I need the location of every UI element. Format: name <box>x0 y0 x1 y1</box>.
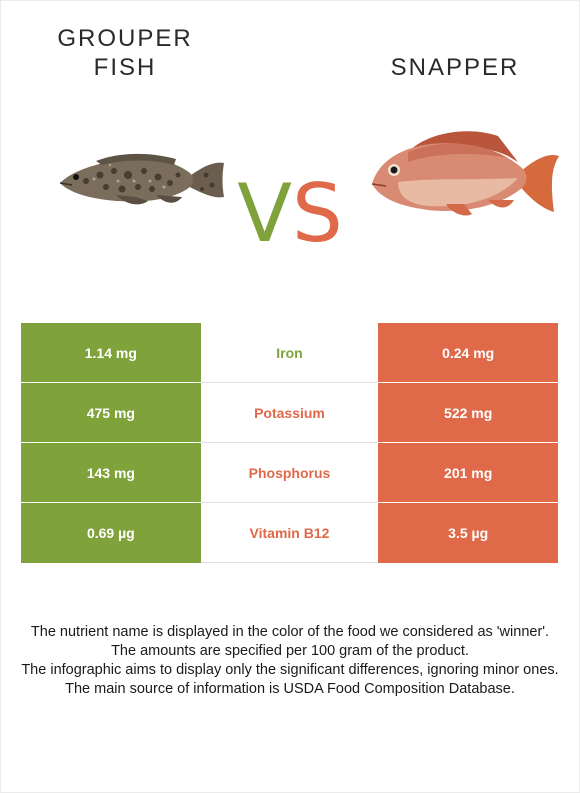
snapper-fish-image <box>371 131 559 216</box>
table-row: 143 mg Phosphorus 201 mg <box>21 442 558 503</box>
nutrient-name: Vitamin B12 <box>200 502 379 563</box>
right-value: 522 mg <box>378 382 558 443</box>
right-food-title: SNAPPER <box>390 54 520 81</box>
versus-s: S <box>291 167 343 260</box>
footnote-winner: The nutrient name is displayed in the co… <box>30 624 550 640</box>
grouper-fish-image <box>59 153 224 205</box>
left-value: 143 mg <box>21 442 201 503</box>
left-value: 0.69 µg <box>21 502 201 563</box>
footnote-differences: The infographic aims to display only the… <box>21 662 559 678</box>
footnote-amounts: The amounts are specified per 100 gram o… <box>111 643 469 659</box>
table-row: 0.69 µg Vitamin B12 3.5 µg <box>21 502 558 563</box>
nutrient-name: Phosphorus <box>200 442 379 503</box>
footnote-source: The main source of information is USDA F… <box>65 681 515 697</box>
left-value: 475 mg <box>21 382 201 443</box>
right-value: 0.24 mg <box>378 323 558 383</box>
left-value: 1.14 mg <box>21 323 201 383</box>
table-row: 475 mg Potassium 522 mg <box>21 382 558 443</box>
left-food-title: GROUPER FISH <box>57 25 193 81</box>
comparison-table: 1.14 mg Iron 0.24 mg 475 mg Potassium 52… <box>21 323 558 563</box>
table-row: 1.14 mg Iron 0.24 mg <box>21 323 558 383</box>
footnotes: The nutrient name is displayed in the co… <box>16 623 564 699</box>
nutrient-name: Iron <box>200 323 379 383</box>
versus-label: VS <box>225 164 355 264</box>
nutrient-name: Potassium <box>200 382 379 443</box>
right-value: 3.5 µg <box>378 502 558 563</box>
right-value: 201 mg <box>378 442 558 503</box>
versus-v: V <box>237 167 292 260</box>
